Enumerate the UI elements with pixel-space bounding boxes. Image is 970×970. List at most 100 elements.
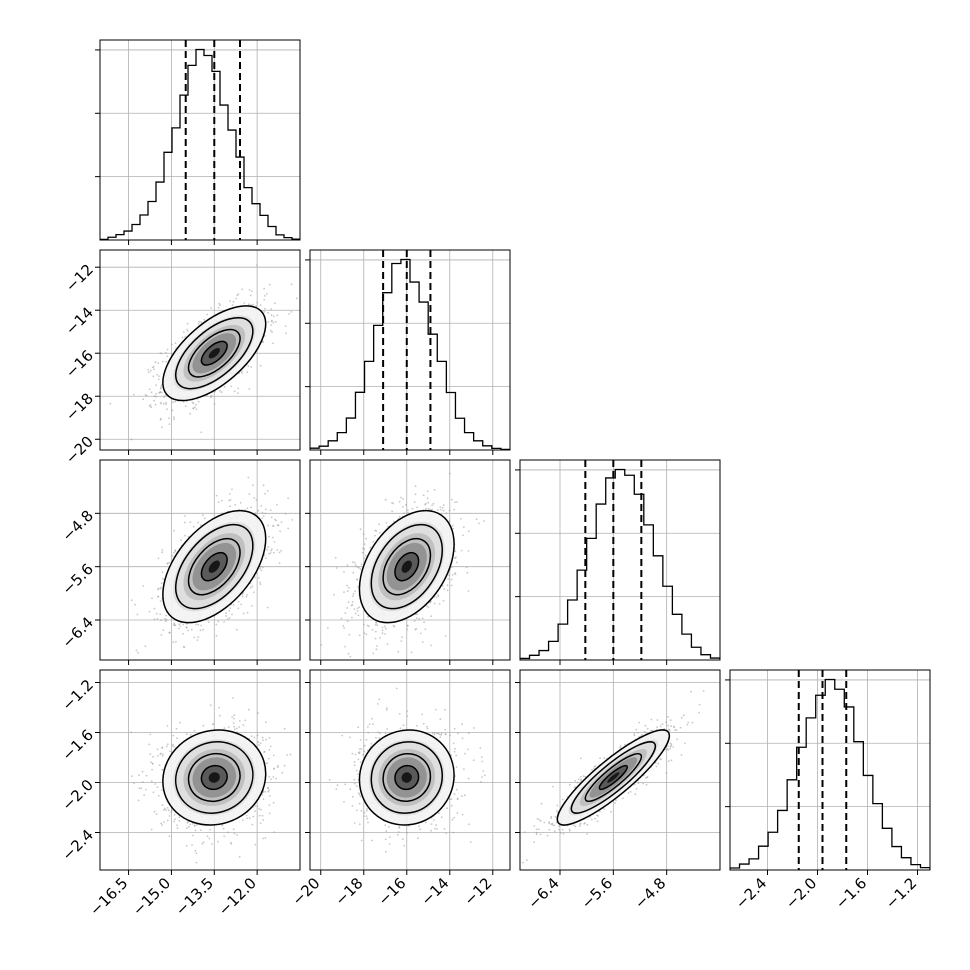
scatter-point <box>215 623 218 626</box>
scatter-point <box>198 320 201 323</box>
scatter-point <box>233 728 236 731</box>
scatter-point <box>174 453 176 455</box>
scatter-point <box>229 499 232 501</box>
scatter-point <box>150 406 153 409</box>
scatter-point <box>210 307 213 309</box>
scatter-point <box>209 828 212 831</box>
density-frame-0-2 <box>99 459 301 661</box>
scatter-point <box>153 368 156 371</box>
scatter-point <box>266 490 269 492</box>
scatter-point <box>276 314 279 317</box>
scatter-point <box>407 511 409 514</box>
scatter-point <box>144 394 147 396</box>
scatter-point <box>197 636 200 638</box>
histogram-step <box>310 258 510 450</box>
x-tick-label: −2.4 <box>732 874 770 912</box>
scatter-point <box>229 505 232 508</box>
scatter-point <box>251 585 254 588</box>
scatter-point <box>270 324 273 326</box>
scatter-point <box>178 819 181 822</box>
scatter-point <box>437 594 439 597</box>
scatter-point <box>148 610 151 613</box>
scatter-point <box>254 576 256 579</box>
scatter-point <box>441 506 444 509</box>
scatter-point <box>202 724 205 727</box>
y-tick-label: −12 <box>62 260 97 295</box>
scatter-point <box>130 599 133 602</box>
scatter-point <box>138 787 141 790</box>
scatter-point <box>446 584 449 587</box>
scatter-point <box>172 641 175 644</box>
scatter-point <box>335 567 338 569</box>
scatter-point <box>287 497 289 500</box>
scatter-point <box>182 331 185 334</box>
scatter-point <box>248 388 251 390</box>
scatter-point <box>403 512 406 514</box>
scatter-point <box>168 835 171 837</box>
scatter-point <box>264 508 267 511</box>
scatter-point <box>202 514 204 517</box>
scatter-point <box>426 497 429 500</box>
y-tick-label: −16 <box>62 347 97 382</box>
scatter-point <box>347 601 350 604</box>
scatter-point <box>207 621 210 623</box>
scatter-point <box>285 332 287 335</box>
density-frame-1-2 <box>309 459 511 661</box>
scatter-point <box>148 743 151 746</box>
scatter-point <box>232 300 235 303</box>
scatter-point <box>200 431 203 434</box>
scatter-point <box>268 737 271 739</box>
scatter-point <box>430 644 432 647</box>
scatter-point <box>288 313 291 315</box>
scatter-point <box>174 342 177 345</box>
scatter-point <box>454 572 456 574</box>
scatter-point <box>192 402 195 405</box>
scatter-point <box>228 493 231 495</box>
scatter-point <box>215 634 218 637</box>
scatter-point <box>209 704 212 707</box>
scatter-point <box>383 625 386 628</box>
scatter-point <box>416 506 419 509</box>
scatter-point <box>165 360 168 363</box>
scatter-point <box>162 629 165 631</box>
scatter-point <box>168 423 171 425</box>
scatter-point <box>414 485 417 488</box>
scatter-point <box>265 738 267 741</box>
scatter-point <box>326 627 329 629</box>
scatter-point <box>228 617 231 619</box>
scatter-point <box>241 819 244 821</box>
scatter-point <box>160 352 163 355</box>
scatter-point <box>381 632 384 635</box>
scatter-point <box>265 293 268 295</box>
scatter-point <box>247 708 250 711</box>
scatter-point <box>248 289 251 291</box>
scatter-point <box>193 636 196 639</box>
scatter-point <box>354 612 357 615</box>
scatter-point <box>220 391 223 394</box>
scatter-point <box>166 562 169 565</box>
scatter-point <box>291 519 294 521</box>
scatter-point <box>169 750 171 753</box>
scatter-point <box>191 834 194 837</box>
scatter-point <box>134 603 136 606</box>
scatter-point <box>178 816 181 819</box>
scatter-point <box>173 624 176 627</box>
scatter-point <box>265 762 267 765</box>
scatter-point <box>187 629 190 632</box>
scatter-point <box>385 522 388 524</box>
scatter-point <box>348 633 351 636</box>
scatter-point <box>270 308 272 310</box>
scatter-point <box>242 612 245 615</box>
scatter-point <box>176 827 179 829</box>
scatter-point <box>401 636 403 639</box>
scatter-point <box>189 412 192 415</box>
histogram-step <box>520 468 720 660</box>
scatter-point <box>352 593 355 595</box>
scatter-point <box>152 365 155 368</box>
scatter-point <box>273 831 276 833</box>
y-tick-label: −6.4 <box>59 613 97 651</box>
scatter-point <box>344 612 347 614</box>
scatter-point <box>233 390 236 393</box>
scatter-point <box>162 402 165 405</box>
scatter-point <box>200 524 202 527</box>
